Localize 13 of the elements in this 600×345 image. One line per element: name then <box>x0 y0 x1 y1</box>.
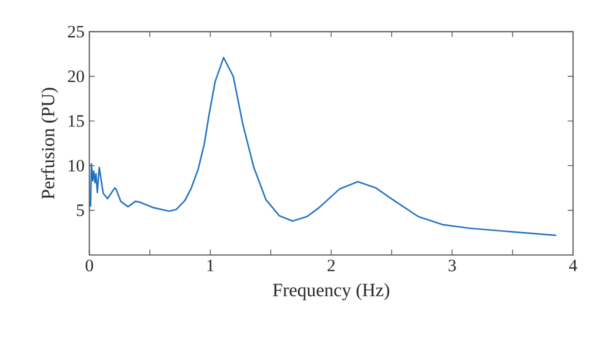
x-tick-label: 4 <box>569 260 578 272</box>
x-tick-label: 2 <box>328 260 335 272</box>
y-tick-label: 5 <box>76 204 84 216</box>
y-tick-label: 15 <box>68 115 84 127</box>
y-tick-label: 25 <box>68 26 84 38</box>
x-axis-title: Frequency (Hz) <box>272 283 390 300</box>
x-tick-label: 0 <box>86 260 94 272</box>
y-tick-label: 20 <box>68 70 84 82</box>
y-tick-label: 10 <box>68 160 84 172</box>
x-tick-label: 1 <box>207 260 214 272</box>
y-axis-title: Perfusion (PU) <box>41 88 58 200</box>
x-tick-label: 3 <box>448 260 456 272</box>
line-series <box>90 56 557 236</box>
